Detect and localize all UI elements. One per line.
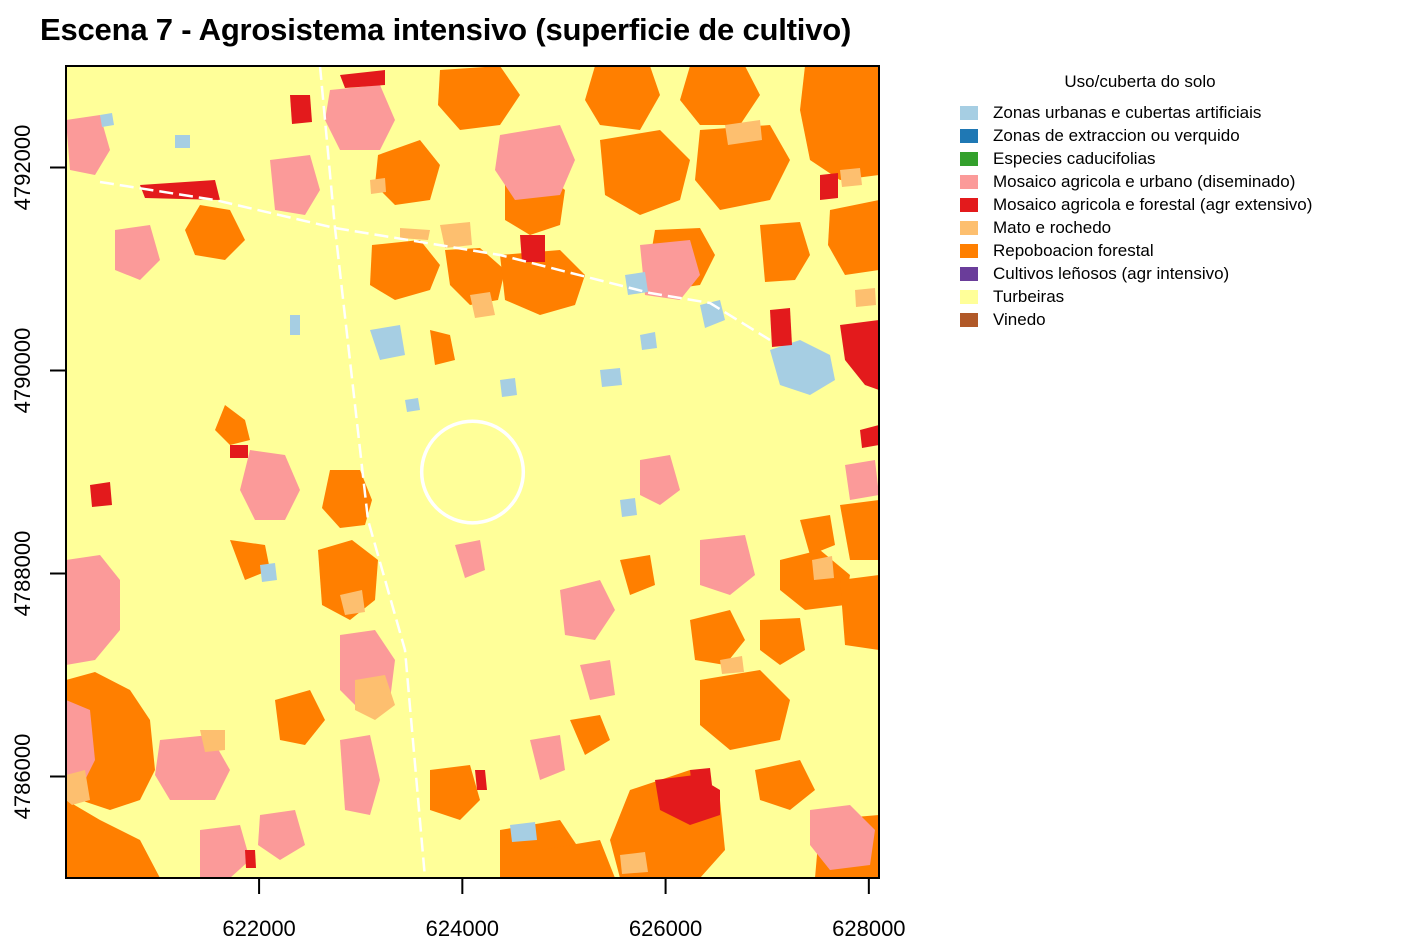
legend-item: Vinedo [955, 309, 1395, 332]
road-lines [99, 66, 771, 878]
zonas-urbanas-areas [100, 113, 835, 842]
legend-label: Zonas de extraccion ou verquido [993, 125, 1240, 145]
legend-label: Mato e rochedo [993, 218, 1112, 238]
legend-item: Repoboacion forestal [955, 240, 1395, 263]
legend-item: Especies caducifolias [955, 147, 1395, 170]
legend-item: Turbeiras [955, 286, 1395, 309]
legend-swatch [960, 174, 978, 189]
legend-label: Mosaico agricola e forestal (agr extensi… [993, 194, 1313, 214]
y-tick-label: 4786000 [10, 734, 35, 820]
mato-rochedo-areas [66, 120, 876, 874]
legend-item: Cultivos leñosos (agr intensivo) [955, 263, 1395, 286]
legend-swatch [960, 151, 978, 166]
y-tick-label: 4788000 [10, 531, 35, 617]
land-cover-map [66, 66, 879, 878]
legend-label: Vinedo [993, 310, 1046, 330]
legend-label: Zonas urbanas e cubertas artificiais [993, 102, 1262, 122]
y-axis: 4786000 4788000 4790000 4792000 [10, 125, 67, 820]
legend-item: Mosaico agricola e urbano (diseminado) [955, 170, 1395, 193]
legend: Uso/cuberta do solo Zonas urbanas e cube… [955, 72, 1395, 332]
legend-label: Mosaico agricola e urbano (diseminado) [993, 171, 1296, 191]
x-tick-label: 624000 [426, 916, 499, 941]
x-tick-label: 626000 [629, 916, 702, 941]
legend-swatch [960, 313, 978, 328]
legend-swatch [960, 244, 978, 259]
legend-swatch [960, 221, 978, 236]
legend-label: Repoboacion forestal [993, 241, 1154, 261]
legend-items: Zonas urbanas e cubertas artificiais Zona… [955, 101, 1395, 332]
legend-label: Cultivos leñosos (agr intensivo) [993, 264, 1230, 284]
x-axis: 622000 624000 626000 628000 [222, 877, 906, 941]
y-tick-label: 4792000 [10, 125, 35, 211]
legend-swatch [960, 290, 978, 305]
legend-item: Mosaico agricola e forestal (agr extensi… [955, 193, 1395, 216]
legend-item: Zonas de extraccion ou verquido [955, 124, 1395, 147]
legend-swatch [960, 105, 978, 120]
x-tick-label: 628000 [832, 916, 905, 941]
y-tick-label: 4790000 [10, 328, 35, 414]
x-tick-label: 622000 [222, 916, 295, 941]
legend-swatch [960, 267, 978, 282]
mosaico-agricola-forestal-areas [90, 70, 879, 868]
legend-item: Mato e rochedo [955, 216, 1395, 239]
map-title: Escena 7 - Agrosistema intensivo (superf… [40, 12, 852, 47]
study-area-circle [419, 419, 526, 525]
legend-item: Zonas urbanas e cubertas artificiais [955, 101, 1395, 124]
legend-swatch [960, 128, 978, 143]
repoboacion-forestal-areas [66, 66, 879, 878]
mosaico-agricola-urbano-areas [66, 85, 879, 878]
legend-label: Turbeiras [993, 287, 1065, 307]
legend-title: Uso/cuberta do solo [1064, 72, 1216, 91]
legend-swatch [960, 197, 978, 212]
legend-label: Especies caducifolias [993, 148, 1156, 168]
